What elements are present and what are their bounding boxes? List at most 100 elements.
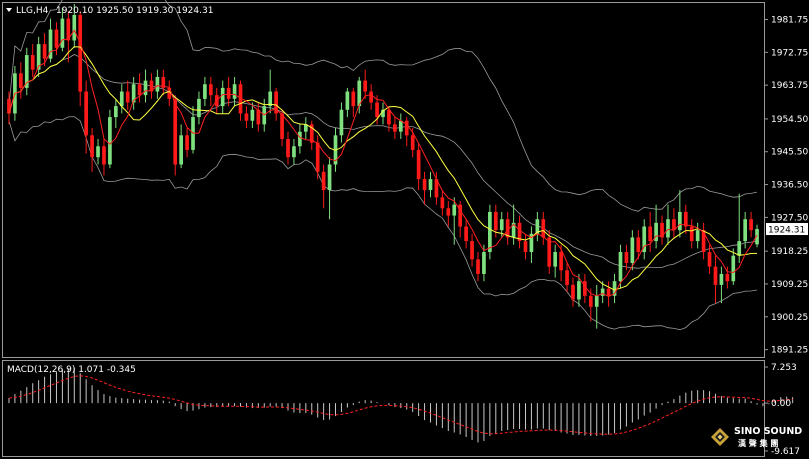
candle [60, 7, 65, 52]
candle [143, 69, 148, 103]
candle [363, 69, 368, 99]
candle-body [398, 120, 403, 132]
price-tick-label: 1945.50 [771, 148, 808, 158]
current-price-tag: 1924.31 [766, 223, 808, 236]
candle-body [321, 171, 326, 191]
candle [161, 69, 166, 96]
candle-body [594, 295, 599, 307]
candle-body [428, 179, 433, 191]
candle-body [713, 266, 718, 285]
candle-body [232, 84, 237, 99]
macd-tick-label: 7.253 [771, 363, 797, 373]
sino-sound-logo: SINO SOUND 漢 聲 集 團 [711, 426, 802, 448]
candle [404, 117, 409, 147]
candle [695, 222, 700, 249]
candle [553, 244, 558, 278]
current-price-label: 1924.31 [768, 226, 805, 236]
candle-body [387, 109, 391, 125]
candle-body [161, 76, 166, 88]
candle-body [244, 113, 249, 121]
candle-body [24, 55, 29, 88]
logo-chinese: 漢 聲 集 團 [738, 438, 778, 448]
candle [672, 208, 676, 238]
candle [108, 109, 112, 169]
candle [654, 204, 658, 249]
candle [155, 69, 160, 99]
candle-body [440, 197, 445, 209]
candle-body [737, 241, 742, 256]
candle-body [529, 233, 534, 253]
candle [84, 80, 88, 154]
candle-body [393, 124, 397, 132]
candle [274, 87, 278, 121]
candle [351, 87, 356, 118]
candle-body [493, 211, 498, 231]
candle [90, 128, 94, 172]
candle [387, 106, 391, 132]
candle [464, 219, 468, 249]
candle [707, 244, 712, 274]
candle [220, 80, 225, 114]
candle [458, 200, 463, 238]
candle [678, 190, 682, 238]
candle-body [256, 109, 261, 125]
candle [208, 76, 213, 107]
candle [72, 4, 77, 48]
candle [30, 44, 35, 77]
candle-body [30, 55, 35, 70]
candle-body [749, 219, 753, 231]
price-tick-label: 1981.75 [771, 16, 808, 26]
candle [440, 190, 445, 216]
symbol-label: LLG,H4 [16, 6, 49, 16]
candle-body [588, 295, 593, 307]
candle [523, 233, 528, 260]
moving-averages [8, 29, 758, 298]
candle [434, 171, 439, 205]
candle-body [678, 211, 682, 231]
candle-body [666, 219, 670, 238]
candle [226, 76, 231, 107]
candle [232, 76, 237, 107]
candle [648, 211, 653, 253]
candle-body [173, 98, 178, 165]
price-tick-label: 1936.50 [771, 181, 808, 191]
candle-body [535, 219, 540, 234]
candle-body [707, 252, 712, 267]
candle-body [654, 222, 658, 242]
candle [618, 244, 623, 289]
candle-body [416, 149, 421, 180]
candle [238, 80, 243, 121]
candle-body [577, 281, 581, 300]
candle [755, 224, 759, 248]
candle [369, 84, 373, 110]
candle-body [357, 80, 362, 107]
candle-body [541, 219, 546, 238]
candle-body [731, 255, 736, 282]
price-tick-label: 1963.75 [771, 81, 808, 91]
dropdown-triangle-icon[interactable] [6, 8, 12, 12]
candle [292, 138, 296, 165]
candle [612, 273, 617, 304]
candle-body [149, 80, 154, 92]
candle-body [250, 109, 255, 121]
candle-body [565, 270, 569, 285]
candle-body [559, 252, 563, 271]
signal-line [8, 375, 793, 435]
candle [719, 266, 724, 304]
candle [256, 102, 261, 132]
candle-body [42, 44, 47, 59]
candle [327, 157, 332, 220]
candle-body [458, 204, 463, 227]
candle [179, 124, 183, 169]
candle-body [381, 109, 385, 118]
candle [547, 230, 552, 274]
candle [559, 244, 563, 282]
candle-body [410, 135, 415, 150]
candle [505, 211, 510, 245]
candle-body [470, 241, 474, 260]
candle [24, 47, 29, 96]
candle-body [701, 230, 706, 253]
candle [137, 73, 142, 103]
